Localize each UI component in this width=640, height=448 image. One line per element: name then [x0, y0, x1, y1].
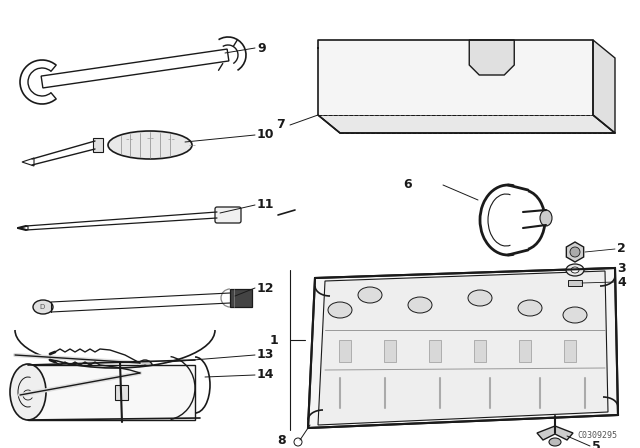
Text: 3: 3 — [617, 262, 626, 275]
Bar — [93, 138, 103, 152]
Polygon shape — [593, 40, 615, 133]
FancyBboxPatch shape — [215, 207, 241, 223]
Text: 8: 8 — [277, 434, 286, 447]
Ellipse shape — [549, 438, 561, 446]
Ellipse shape — [518, 300, 542, 316]
Ellipse shape — [468, 290, 492, 306]
Ellipse shape — [108, 131, 192, 159]
Polygon shape — [469, 40, 515, 75]
Bar — [568, 280, 582, 286]
Polygon shape — [41, 49, 229, 88]
Bar — [339, 340, 351, 362]
Text: 11: 11 — [257, 198, 275, 211]
Polygon shape — [318, 115, 615, 133]
Polygon shape — [115, 385, 128, 400]
Text: 14: 14 — [257, 369, 275, 382]
Text: 2: 2 — [617, 242, 626, 255]
Ellipse shape — [570, 247, 580, 257]
Text: 12: 12 — [257, 281, 275, 294]
Bar — [230, 289, 252, 307]
Ellipse shape — [408, 297, 432, 313]
Text: 10: 10 — [257, 129, 275, 142]
Ellipse shape — [358, 287, 382, 303]
Text: 9: 9 — [257, 42, 266, 55]
Polygon shape — [537, 426, 573, 440]
Ellipse shape — [540, 210, 552, 226]
Text: 1: 1 — [269, 333, 278, 346]
Ellipse shape — [137, 360, 153, 376]
Polygon shape — [18, 226, 28, 230]
Polygon shape — [22, 158, 34, 166]
Text: 13: 13 — [257, 349, 275, 362]
Ellipse shape — [571, 267, 579, 273]
Text: 7: 7 — [276, 119, 285, 132]
Text: 5: 5 — [592, 439, 601, 448]
Ellipse shape — [142, 365, 148, 371]
Polygon shape — [566, 242, 584, 262]
Ellipse shape — [566, 264, 584, 276]
Ellipse shape — [33, 300, 53, 314]
Bar — [429, 340, 441, 362]
Text: C0309295: C0309295 — [577, 431, 617, 440]
Text: 4: 4 — [617, 276, 626, 289]
Bar — [384, 340, 396, 362]
Text: D: D — [40, 304, 45, 310]
Bar — [519, 340, 531, 362]
Polygon shape — [28, 365, 195, 420]
Ellipse shape — [10, 364, 46, 420]
Polygon shape — [318, 271, 608, 425]
Ellipse shape — [563, 307, 587, 323]
Polygon shape — [308, 268, 618, 428]
Bar — [564, 340, 576, 362]
Bar — [474, 340, 486, 362]
Text: 6: 6 — [403, 178, 412, 191]
Ellipse shape — [328, 302, 352, 318]
Ellipse shape — [294, 438, 302, 446]
Polygon shape — [318, 40, 593, 115]
